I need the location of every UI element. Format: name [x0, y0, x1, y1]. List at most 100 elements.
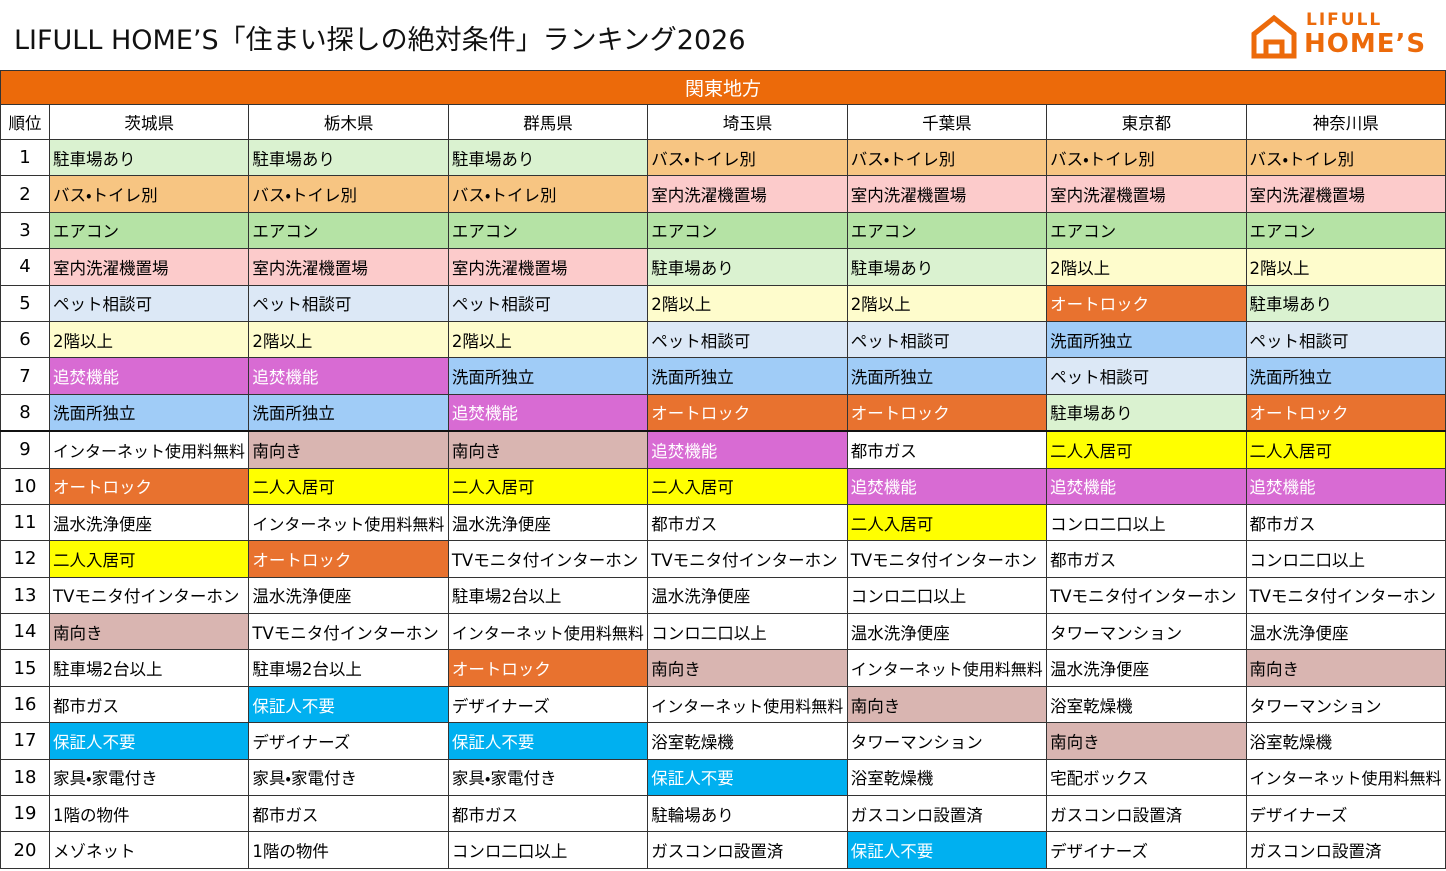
rank: 19	[0, 795, 50, 833]
condition-cell: ペット相談可	[248, 284, 449, 322]
condition-cell: 浴室乾燥機	[1245, 722, 1446, 760]
condition-cell: ペット相談可	[48, 284, 250, 322]
rank: 5	[0, 284, 50, 322]
condition-cell: 洗面所独立	[1046, 320, 1247, 359]
rank-row: 20 メゾネット 1階の物件 コンロ二口以上 ガスコンロ設置済 保証人不要 デザイナーズ ガス…	[0, 831, 1446, 869]
rank: 12	[0, 540, 50, 578]
rank-row: 15 駐車場2台以上 駐車場2台以上 オートロック 南向き インターネット使用料無料 温水洗…	[0, 649, 1446, 687]
condition-cell: 二人入居可	[248, 467, 449, 505]
condition-cell: 駐車場あり	[248, 138, 449, 177]
condition-cell: 駐輪場あり	[647, 795, 848, 833]
condition-cell: 温水洗浄便座	[647, 576, 848, 615]
condition-cell: 追焚機能	[846, 467, 1048, 505]
condition-cell: 駐車場あり	[447, 138, 649, 177]
condition-cell: 温水洗浄便座	[248, 576, 449, 615]
condition-cell: 温水洗浄便座	[846, 613, 1048, 651]
condition-cell: TVモニタ付インターホン	[1046, 576, 1247, 615]
condition-cell: インターネット使用料無料	[846, 649, 1048, 687]
condition-cell: 駐車場あり	[48, 138, 250, 177]
rank-row: 11 温水洗浄便座 インターネット使用料無料 温水洗浄便座 都市ガス 二人入居可 コンロ二口…	[0, 503, 1446, 542]
condition-cell: 南向き	[447, 430, 649, 469]
condition-cell: 2階以上	[447, 320, 649, 359]
rank: 17	[0, 722, 50, 760]
condition-cell: デザイナーズ	[447, 685, 649, 724]
rank-row: 17 保証人不要 デザイナーズ 保証人不要 浴室乾燥機 タワーマンション 南向き 浴室乾燥機	[0, 722, 1446, 760]
condition-cell: 都市ガス	[1245, 503, 1446, 542]
condition-cell: 南向き	[1245, 649, 1446, 687]
rank-row: 12 二人入居可 オートロック TVモニタ付インターホン TVモニタ付インターホン TVモ…	[0, 540, 1446, 578]
ranking-table: 関東地方 順位 茨城県 栃木県 群馬県 埼玉県 千葉県 東京都 神奈川県 1 駐車場あり 駐車場あり…	[0, 70, 1446, 869]
rank-row: 3 エアコン エアコン エアコン エアコン エアコン エアコン エアコン	[0, 211, 1446, 250]
rank: 6	[0, 320, 50, 359]
condition-cell: バス・トイレ別	[248, 175, 449, 213]
column-header: 神奈川県	[1245, 104, 1446, 140]
condition-cell: 二人入居可	[1245, 430, 1446, 469]
condition-cell: 室内洗濯機置場	[1245, 175, 1446, 213]
rank: 14	[0, 613, 50, 651]
condition-cell: 室内洗濯機置場	[447, 248, 649, 286]
condition-cell: 1階の物件	[248, 831, 449, 869]
condition-cell: インターネット使用料無料	[1245, 758, 1446, 797]
condition-cell: オートロック	[48, 467, 250, 505]
condition-cell: 保証人不要	[846, 831, 1048, 869]
condition-cell: 室内洗濯機置場	[647, 175, 848, 213]
rank-row: 19 1階の物件 都市ガス 都市ガス 駐輪場あり ガスコンロ設置済 ガスコンロ設置済 デザイナ…	[0, 795, 1446, 833]
condition-cell: 二人入居可	[447, 467, 649, 505]
condition-cell: 2階以上	[1245, 248, 1446, 286]
condition-cell: TVモニタ付インターホン	[846, 540, 1048, 578]
condition-cell: バス・トイレ別	[48, 175, 250, 213]
condition-cell: エアコン	[248, 211, 449, 250]
condition-cell: メゾネット	[48, 831, 250, 869]
condition-cell: 追焚機能	[647, 430, 848, 469]
condition-cell: コンロ二口以上	[1046, 503, 1247, 542]
rank: 8	[0, 393, 50, 432]
condition-cell: ペット相談可	[647, 320, 848, 359]
condition-cell: コンロ二口以上	[447, 831, 649, 869]
condition-cell: タワーマンション	[1245, 685, 1446, 724]
rank: 7	[0, 357, 50, 395]
condition-cell: コンロ二口以上	[647, 613, 848, 651]
rank-row: 5 ペット相談可 ペット相談可 ペット相談可 2階以上 2階以上 オートロック 駐車場あり	[0, 284, 1446, 322]
condition-cell: 2階以上	[846, 284, 1048, 322]
condition-cell: ペット相談可	[447, 284, 649, 322]
rank: 11	[0, 503, 50, 542]
column-header: 茨城県	[48, 104, 250, 140]
condition-cell: TVモニタ付インターホン	[1245, 576, 1446, 615]
rank-row: 7 追焚機能 追焚機能 洗面所独立 洗面所独立 洗面所独立 ペット相談可 洗面所独立	[0, 357, 1446, 395]
condition-cell: 二人入居可	[647, 467, 848, 505]
condition-cell: ガスコンロ設置済	[1046, 795, 1247, 833]
condition-cell: 駐車場2台以上	[48, 649, 250, 687]
condition-cell: 二人入居可	[1046, 430, 1247, 469]
rank: 16	[0, 685, 50, 724]
condition-cell: 室内洗濯機置場	[1046, 175, 1247, 213]
condition-cell: TVモニタ付インターホン	[447, 540, 649, 578]
condition-cell: 浴室乾燥機	[647, 722, 848, 760]
logo-icon	[1251, 14, 1297, 59]
condition-cell: 温水洗浄便座	[48, 503, 250, 542]
condition-cell: TVモニタ付インターホン	[48, 576, 250, 615]
condition-cell: 温水洗浄便座	[1046, 649, 1247, 687]
rank: 3	[0, 211, 50, 250]
condition-cell: 駐車場あり	[1245, 284, 1446, 322]
rank: 9	[0, 430, 50, 469]
condition-cell: バス・トイレ別	[1245, 138, 1446, 177]
condition-cell: 都市ガス	[248, 795, 449, 833]
condition-cell: 南向き	[48, 613, 250, 651]
condition-cell: 南向き	[846, 685, 1048, 724]
condition-cell: 洗面所独立	[846, 357, 1048, 395]
condition-cell: 追焚機能	[1046, 467, 1247, 505]
condition-cell: タワーマンション	[1046, 613, 1247, 651]
condition-cell: 南向き	[1046, 722, 1247, 760]
condition-cell: 2階以上	[48, 320, 250, 359]
condition-cell: 追焚機能	[48, 357, 250, 395]
condition-cell: 2階以上	[248, 320, 449, 359]
rank: 10	[0, 467, 50, 505]
condition-cell: オートロック	[1245, 393, 1446, 432]
condition-cell: エアコン	[1245, 211, 1446, 250]
condition-cell: 1階の物件	[48, 795, 250, 833]
condition-cell: バス・トイレ別	[1046, 138, 1247, 177]
condition-cell: 浴室乾燥機	[1046, 685, 1247, 724]
condition-cell: デザイナーズ	[1245, 795, 1446, 833]
condition-cell: 2階以上	[647, 284, 848, 322]
